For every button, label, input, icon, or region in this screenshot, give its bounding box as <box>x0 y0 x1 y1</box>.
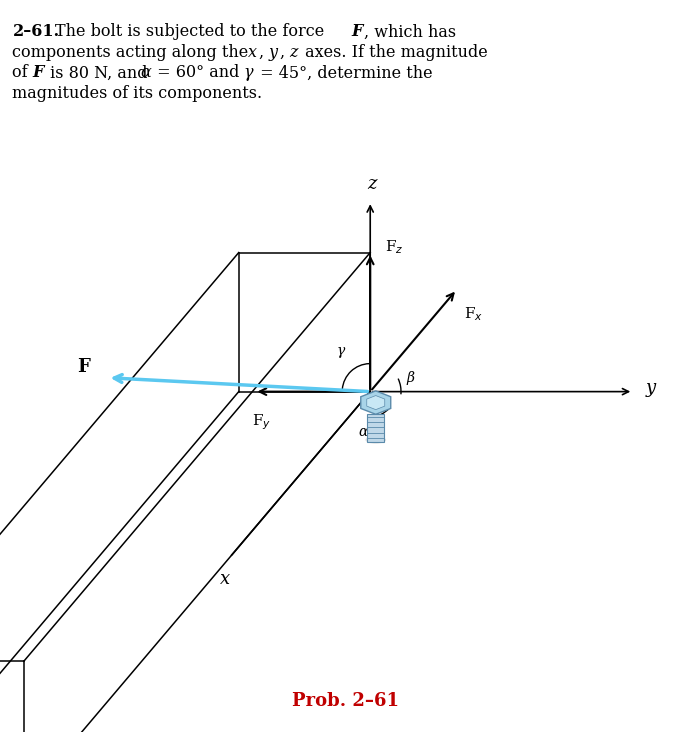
Text: z: z <box>289 44 298 61</box>
Text: 2–61.: 2–61. <box>12 23 60 40</box>
Text: components acting along the: components acting along the <box>12 44 254 61</box>
Text: F: F <box>352 23 363 40</box>
Text: F$_x$: F$_x$ <box>464 305 483 324</box>
Text: F$_z$: F$_z$ <box>385 238 404 255</box>
Polygon shape <box>361 391 391 414</box>
Polygon shape <box>367 414 384 442</box>
Text: x: x <box>219 569 230 588</box>
Text: F: F <box>33 64 44 81</box>
Text: , which has: , which has <box>364 23 456 40</box>
Text: z: z <box>367 174 377 193</box>
Text: ,: , <box>259 44 264 61</box>
Text: β: β <box>406 371 415 386</box>
Text: magnitudes of its components.: magnitudes of its components. <box>12 85 262 102</box>
Ellipse shape <box>365 436 386 444</box>
Text: = 60° and: = 60° and <box>152 64 245 81</box>
Text: α: α <box>140 64 152 81</box>
Text: γ: γ <box>244 64 253 81</box>
Text: The bolt is subjected to the force: The bolt is subjected to the force <box>55 23 329 40</box>
Text: F$_y$: F$_y$ <box>252 412 271 432</box>
Text: axes. If the magnitude: axes. If the magnitude <box>300 44 488 61</box>
Text: y: y <box>268 44 277 61</box>
Polygon shape <box>367 395 385 410</box>
Text: γ: γ <box>336 344 345 359</box>
Text: F: F <box>78 358 90 376</box>
Text: of: of <box>12 64 33 81</box>
Text: is 80 N, and: is 80 N, and <box>45 64 153 81</box>
Text: y: y <box>646 379 656 397</box>
Text: = 45°, determine the: = 45°, determine the <box>255 64 432 81</box>
Text: α: α <box>358 425 368 439</box>
Text: ,: , <box>280 44 284 61</box>
Text: x: x <box>248 44 257 61</box>
Text: Prob. 2–61: Prob. 2–61 <box>293 692 399 710</box>
